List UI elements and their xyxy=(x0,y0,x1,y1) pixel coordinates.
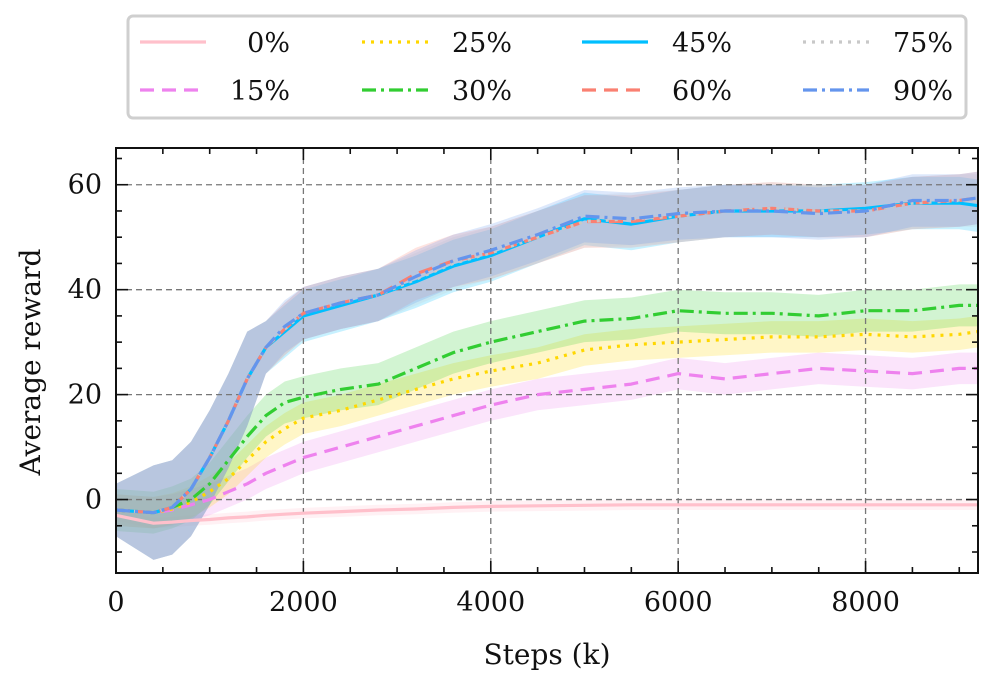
band-15pct xyxy=(116,352,978,529)
x-tick-label: 0 xyxy=(107,587,124,618)
series-line-75pct xyxy=(115,198,978,515)
y-tick-label: 60 xyxy=(68,170,102,201)
x-tick-label: 4000 xyxy=(456,587,525,618)
y-tick-label: 40 xyxy=(68,275,102,306)
band-60pct xyxy=(116,171,978,560)
legend-label-90pct: 90% xyxy=(893,76,953,107)
legend-label-0pct: 0% xyxy=(247,28,290,59)
x-tick-label: 6000 xyxy=(644,587,713,618)
series-line-15pct xyxy=(115,366,978,515)
series-line-0pct xyxy=(115,503,978,525)
band-45pct xyxy=(116,176,978,560)
band-90pct xyxy=(116,171,978,560)
y-tick-label: 0 xyxy=(85,485,102,516)
series-lines xyxy=(115,196,979,525)
band-30pct xyxy=(116,284,978,534)
legend-label-60pct: 60% xyxy=(672,76,732,107)
series-line-60pct xyxy=(115,196,979,515)
axes-frame xyxy=(115,147,979,574)
legend-label-75pct: 75% xyxy=(893,28,953,59)
legend-label-25pct: 25% xyxy=(452,28,512,59)
x-tick-label: 8000 xyxy=(831,587,900,618)
axes: 0 2000 4000 6000 8000 0 20 40 60 xyxy=(68,147,979,618)
band-75pct xyxy=(116,174,978,560)
y-axis-label: Average reward xyxy=(14,248,47,476)
legend-box xyxy=(126,14,968,120)
y-tick-label: 20 xyxy=(68,380,102,411)
legend-label-45pct: 45% xyxy=(672,28,732,59)
band-25pct xyxy=(116,315,978,529)
confidence-bands xyxy=(116,171,978,560)
series-line-25pct xyxy=(115,330,979,515)
x-tick-label: 2000 xyxy=(269,587,338,618)
legend-label-15pct: 15% xyxy=(230,76,290,107)
series-line-90pct xyxy=(115,196,979,515)
x-axis-label: Steps (k) xyxy=(483,638,610,671)
legend: 0% 15% 25% 30% 45% 60% 75% 90% xyxy=(126,14,968,120)
band-0pct xyxy=(116,499,978,529)
legend-label-30pct: 30% xyxy=(452,76,512,107)
